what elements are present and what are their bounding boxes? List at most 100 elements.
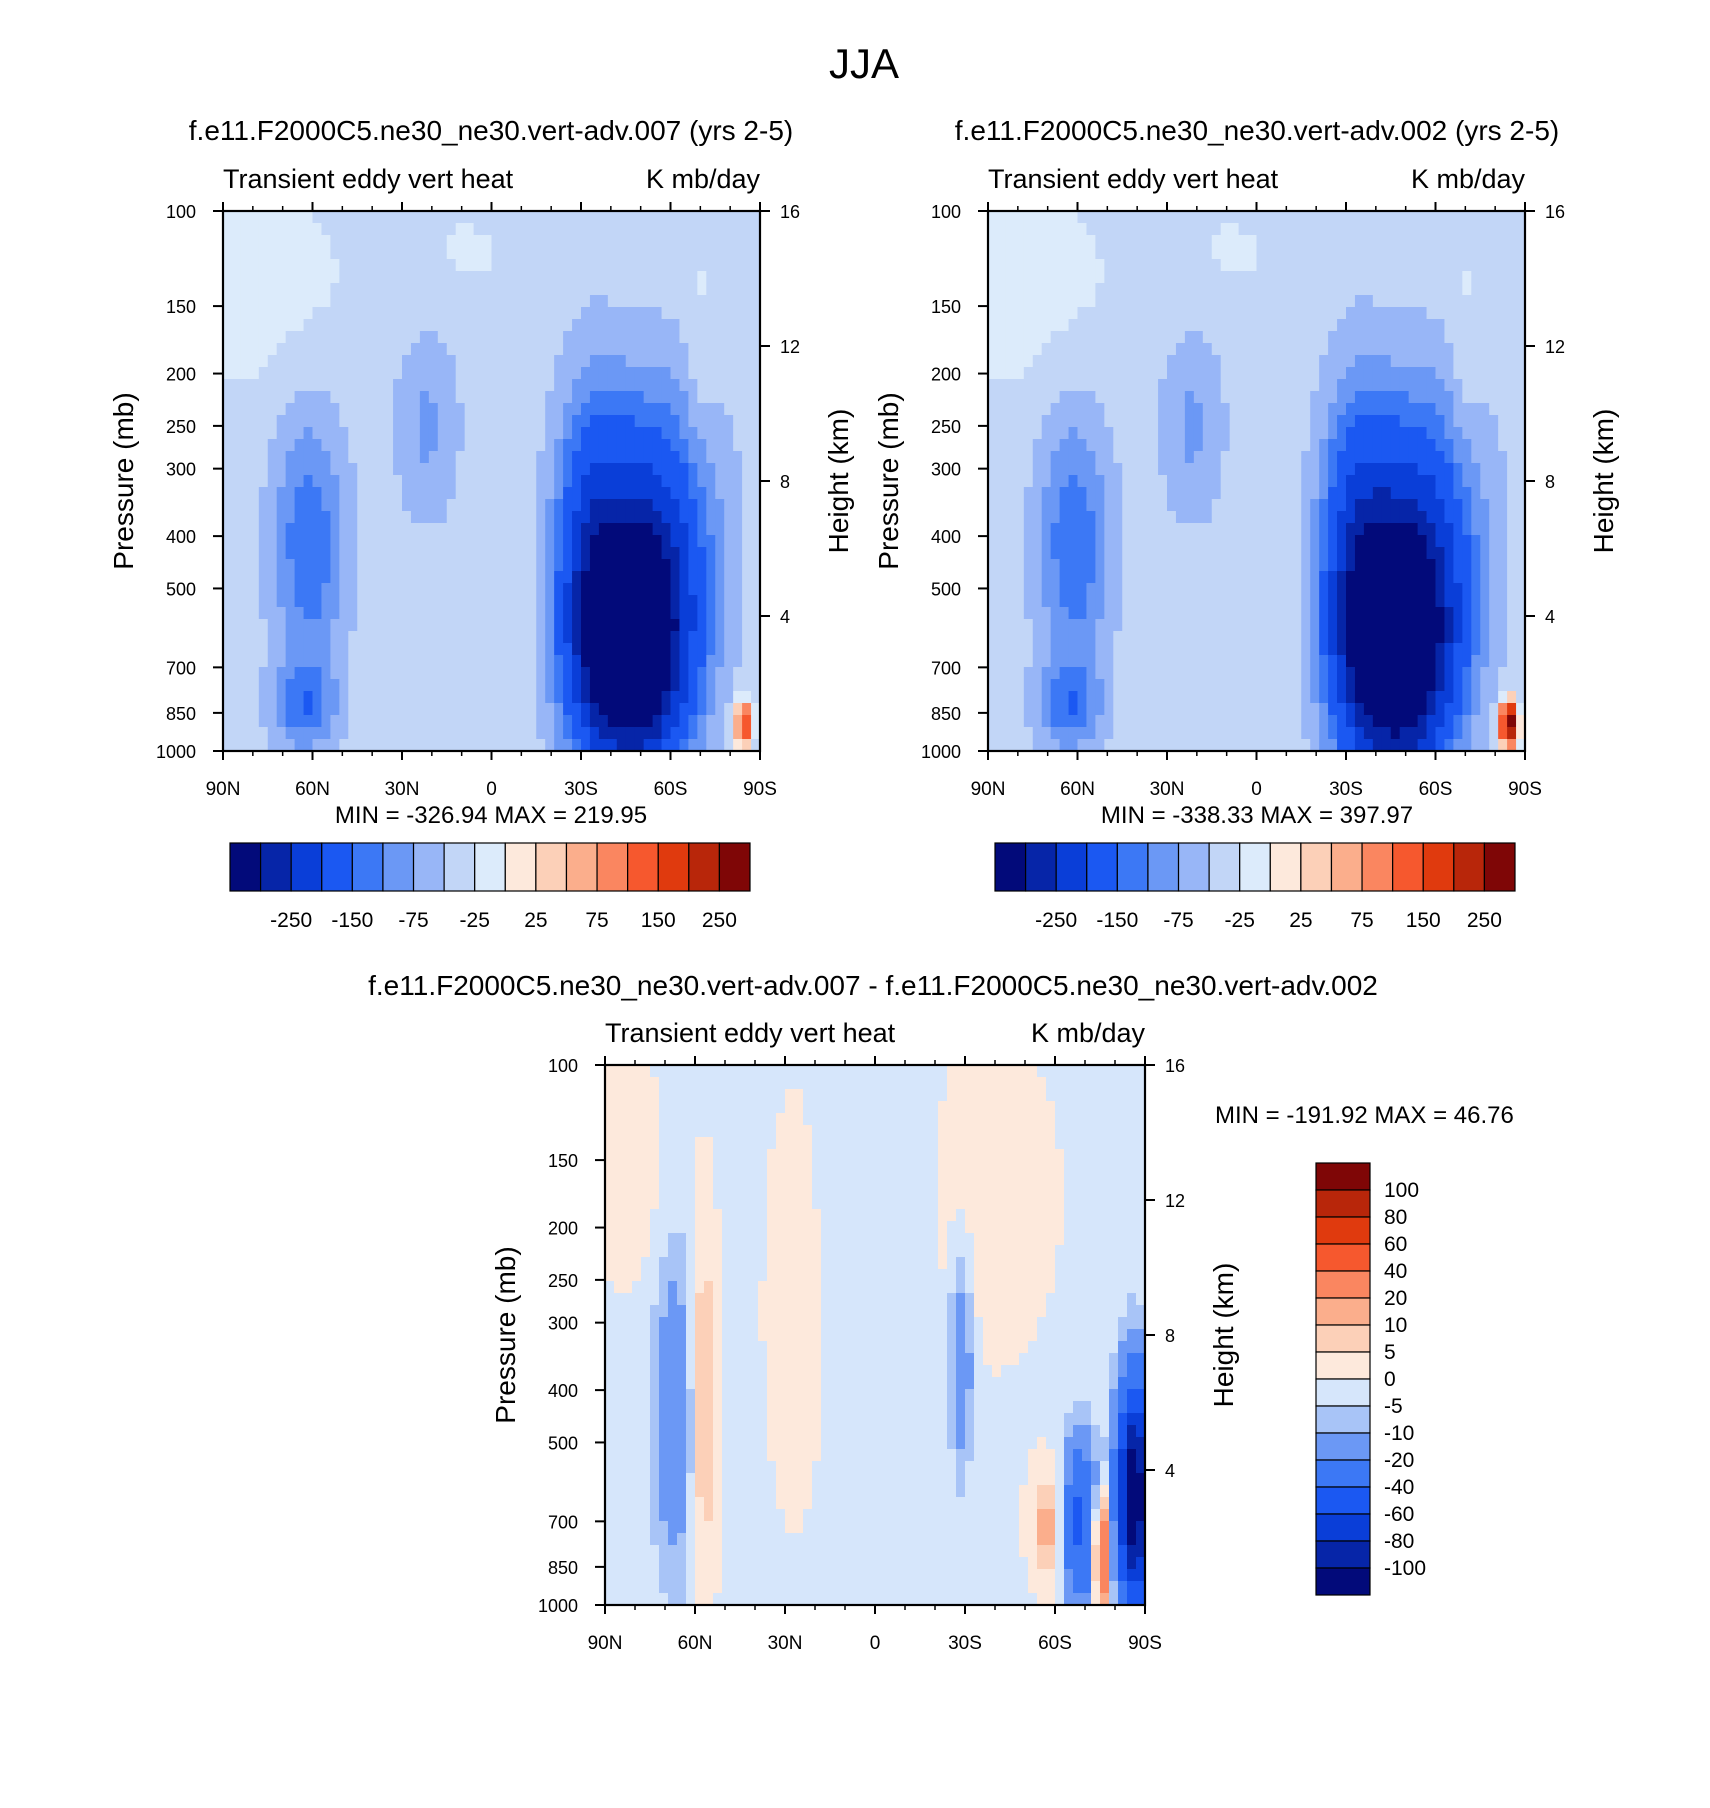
field-cell [348, 511, 358, 524]
field-cell [321, 331, 331, 344]
field-cell [464, 655, 475, 668]
field-cell [366, 535, 376, 548]
field-cell [1489, 463, 1499, 476]
field-cell [1399, 247, 1410, 260]
field-cell [563, 331, 573, 344]
field-cell [500, 295, 510, 308]
field-cell [303, 739, 314, 751]
field-cell [1274, 535, 1284, 548]
field-cell [1381, 367, 1392, 380]
field-cell [527, 559, 537, 572]
field-cell [616, 739, 627, 751]
field-cell [231, 703, 242, 716]
field-cell [1283, 559, 1293, 572]
y-tick-label: 200 [166, 365, 196, 385]
field-cell [1328, 235, 1338, 248]
field-cell [1498, 487, 1508, 500]
field-cell [554, 583, 564, 596]
field-cell [464, 379, 475, 392]
field-cell [724, 679, 734, 692]
field-cell [1337, 559, 1347, 572]
field-cell [393, 475, 403, 488]
field-cell [715, 283, 725, 296]
field-cell [267, 511, 278, 524]
field-cell [688, 319, 698, 332]
field-cell [1149, 307, 1159, 320]
field-cell [724, 511, 734, 524]
field-cell [715, 715, 725, 728]
field-cell [509, 331, 519, 344]
field-cell [1229, 415, 1240, 428]
field-cell [1328, 379, 1338, 392]
field-cell [1158, 511, 1168, 524]
field-cell [1319, 523, 1329, 536]
field-cell [1238, 583, 1249, 596]
field-cell [1399, 607, 1410, 620]
field-cell [1274, 547, 1284, 560]
field-cell [410, 475, 421, 488]
field-cell [1471, 307, 1481, 320]
field-cell [509, 283, 519, 296]
field-cell [1256, 295, 1267, 308]
field-cell [491, 463, 502, 476]
field-cell [1319, 547, 1329, 560]
field-cell [706, 571, 716, 584]
field-cell [1059, 211, 1070, 224]
field-cell [733, 703, 743, 716]
colorbar-swatch [351, 842, 384, 892]
field-cell [1292, 571, 1302, 584]
field-cell [1023, 439, 1034, 452]
field-cell [688, 451, 698, 464]
field-cell [1453, 571, 1463, 584]
field-cell [1363, 475, 1374, 488]
field-cell [706, 703, 716, 716]
field-cell [742, 655, 752, 668]
field-cell [1471, 211, 1481, 224]
field-cell [1471, 391, 1481, 404]
field-cell [509, 499, 519, 512]
field-cell [1274, 595, 1284, 608]
field-cell [1399, 583, 1410, 596]
field-cell [437, 739, 448, 751]
field-cell [1086, 247, 1096, 260]
field-cell [581, 475, 591, 488]
field-cell [724, 739, 734, 751]
field-cell [231, 259, 242, 272]
field-cell [661, 631, 672, 644]
field-cell [303, 355, 314, 368]
field-cell [1059, 307, 1070, 320]
field-cell [661, 595, 672, 608]
field-cell [1229, 571, 1240, 584]
field-cell [751, 451, 760, 464]
field-cell [1247, 523, 1258, 536]
field-cell [1104, 571, 1114, 584]
field-cell [554, 223, 564, 236]
field-cell [625, 499, 636, 512]
field-cell [1077, 499, 1088, 512]
field-cell [231, 439, 242, 452]
field-cell [742, 247, 752, 260]
field-cell [473, 631, 484, 644]
field-cell [706, 535, 716, 548]
field-cell [742, 691, 752, 704]
field-cell [1301, 343, 1311, 356]
field-cell [715, 415, 725, 428]
panel-title: f.e11.F2000C5.ne30_ne30.vert-adv.007 (yr… [189, 115, 793, 146]
field-cell [1319, 619, 1329, 632]
field-cell [1158, 319, 1168, 332]
field-cell [482, 319, 493, 332]
field-cell [697, 223, 707, 236]
field-cell [661, 283, 672, 296]
field-cell [419, 271, 430, 284]
field-cell [1175, 427, 1186, 440]
field-cell [1435, 427, 1446, 440]
field-cell [1014, 463, 1025, 476]
colorbar-swatch [290, 842, 323, 892]
field-cell [1193, 259, 1204, 272]
field-cell [1005, 499, 1016, 512]
field-cell [688, 691, 698, 704]
field-cell [1220, 355, 1231, 368]
field-cell [1319, 319, 1329, 332]
field-cell [1292, 547, 1302, 560]
field-cell [1113, 547, 1123, 560]
